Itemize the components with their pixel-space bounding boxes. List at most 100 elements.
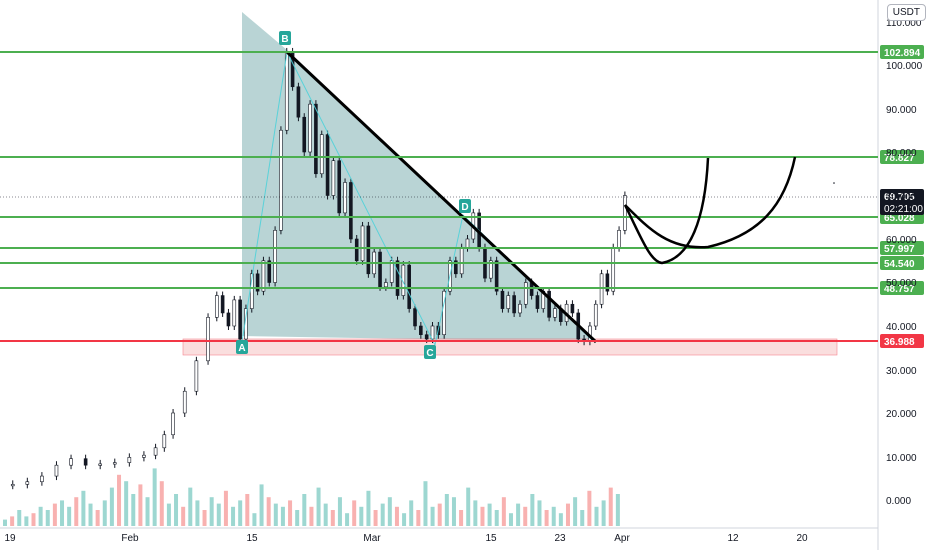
volume-bar xyxy=(195,500,200,526)
volume-bar xyxy=(508,513,513,526)
countdown-value: 02:21:00 xyxy=(884,204,923,215)
volume-bar xyxy=(245,494,250,526)
candle-body xyxy=(395,260,400,296)
y-tick-label: 30.000 xyxy=(886,366,917,377)
x-tick-label: Feb xyxy=(121,533,139,544)
candle-body xyxy=(360,225,365,262)
pattern-point-label: D xyxy=(461,202,468,213)
volume-bar xyxy=(523,506,528,526)
marker-dot xyxy=(833,182,835,184)
x-tick-label: 12 xyxy=(727,533,739,544)
candle-body xyxy=(337,160,342,214)
volume-bar xyxy=(387,497,392,526)
volume-bar xyxy=(416,510,421,526)
level-tag-text: 54.540 xyxy=(884,259,915,270)
candle-body xyxy=(162,434,167,449)
volume-bar xyxy=(380,503,385,526)
volume-bar xyxy=(109,487,114,526)
level-tag-text: 57.997 xyxy=(884,244,915,255)
candle-body xyxy=(232,299,237,327)
volume-bar xyxy=(280,506,285,526)
volume-bar xyxy=(38,506,43,526)
candle-body xyxy=(593,303,598,327)
volume-bar xyxy=(188,487,193,526)
volume-bar xyxy=(337,497,342,526)
candle-body xyxy=(325,134,330,196)
volume-bar xyxy=(409,500,414,526)
candle-body xyxy=(623,195,627,231)
volume-bar xyxy=(202,510,207,526)
volume-bar xyxy=(166,503,171,526)
volume-bar xyxy=(359,506,364,526)
volume-bar xyxy=(601,500,606,526)
y-tick-label: 90.000 xyxy=(886,105,917,116)
candle-body xyxy=(389,260,394,283)
candle-body xyxy=(384,282,388,288)
pattern-point-C[interactable] xyxy=(424,345,436,359)
candle-body xyxy=(54,464,59,477)
projection-curve-2[interactable] xyxy=(624,156,797,249)
level-tag-48.757 xyxy=(880,281,924,295)
volume-bar xyxy=(423,481,428,526)
level-tag-text: 65.028 xyxy=(884,213,915,224)
volume-bar xyxy=(494,510,499,526)
y-tick-label: 70.000 xyxy=(886,192,917,203)
y-tick-label: 20.000 xyxy=(886,409,917,420)
y-tick-label: 100.000 xyxy=(886,61,923,72)
candle-body xyxy=(354,238,359,262)
level-tag-text: 102.894 xyxy=(884,48,921,59)
candle-body xyxy=(171,412,175,436)
candle-body xyxy=(319,134,324,175)
candle-body xyxy=(407,264,411,309)
level-tag-78.827 xyxy=(880,150,924,164)
volume-bar xyxy=(231,506,236,526)
x-tick-label: 20 xyxy=(796,533,808,544)
candle-body xyxy=(494,260,499,292)
level-tag-54.540 xyxy=(880,256,924,270)
volume-bar xyxy=(31,513,36,526)
y-tick-label: 10.000 xyxy=(886,453,917,464)
volume-bar xyxy=(608,487,613,526)
volume-bar xyxy=(330,510,335,526)
y-tick-label: 0.000 xyxy=(886,496,911,507)
volume-bar xyxy=(558,513,563,526)
currency-badge[interactable]: USDT xyxy=(886,4,926,21)
candle-body xyxy=(535,295,540,309)
candle-body xyxy=(69,458,73,466)
volume-bar xyxy=(67,506,72,526)
candle-body xyxy=(523,282,528,305)
candle-body xyxy=(226,312,231,327)
candle-body xyxy=(366,225,371,275)
level-tag-102.894 xyxy=(880,45,924,59)
candle-body xyxy=(611,247,616,292)
candle-body xyxy=(518,303,522,314)
pattern-point-A[interactable] xyxy=(236,340,248,354)
last-price-value: 69.705 xyxy=(884,192,915,203)
volume-bar xyxy=(309,506,314,526)
pattern-point-label: C xyxy=(426,348,433,359)
candle-body xyxy=(214,295,219,318)
pattern-point-D[interactable] xyxy=(459,199,471,213)
volume-bar xyxy=(430,506,435,526)
x-tick-label: 15 xyxy=(246,533,258,544)
pattern-point-B[interactable] xyxy=(279,31,291,45)
volume-bar xyxy=(437,503,442,526)
volume-bar xyxy=(95,510,100,526)
projection-curve-1[interactable] xyxy=(623,157,710,265)
candle-body xyxy=(83,458,88,466)
volume-bar xyxy=(117,474,122,526)
volume-bar xyxy=(52,503,57,526)
volume-bar xyxy=(466,487,471,526)
y-tick-label: 110.000 xyxy=(886,18,922,29)
volume-bar xyxy=(501,497,506,526)
volume-bar xyxy=(216,503,221,526)
candle-body xyxy=(454,260,458,275)
volume-bar xyxy=(102,500,107,526)
candle-body xyxy=(331,160,336,196)
volume-bar xyxy=(402,513,407,526)
level-tag-text: 48.757 xyxy=(884,284,915,295)
candle-body xyxy=(40,475,44,483)
candle-body xyxy=(424,334,429,340)
